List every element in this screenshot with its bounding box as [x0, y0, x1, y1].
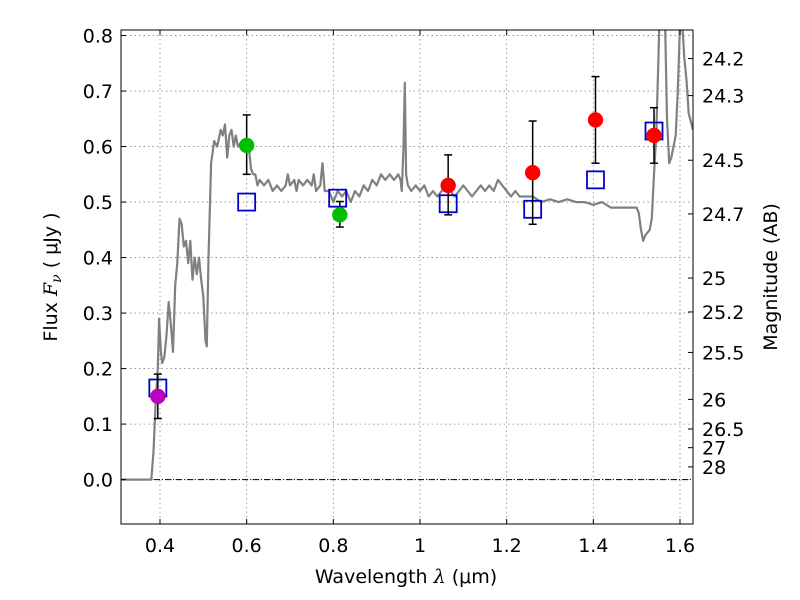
magnitude-tick-label: 24.2 [702, 49, 744, 71]
data-points [148, 75, 664, 420]
y-axis-label-unit: ( μJy ) [40, 212, 62, 274]
x-tick-label: 1 [414, 535, 426, 557]
y-tick-label: 0.5 [83, 192, 113, 214]
observed-flux-point [150, 388, 166, 405]
axis-ticks: 0.4 0.6 0.8 1 1.2 1.4 1.6 0.0 0.1 0.2 0.3 0.4 0.5 0.6… [83, 26, 745, 557]
x-tick-label: 1.4 [578, 535, 608, 557]
y-tick-label: 0.7 [83, 81, 113, 103]
observed-flux-point [238, 137, 255, 154]
y-tick-label: 0.3 [83, 303, 113, 325]
y-tick-label: 0.0 [83, 470, 113, 492]
x-tick-label: 1.6 [665, 535, 695, 557]
observed-flux-point [646, 127, 662, 144]
x-tick-label: 0.6 [232, 535, 262, 557]
magnitude-tick-label: 26.5 [702, 419, 744, 441]
y-axis-label: Flux Fν ( μJy ) [40, 212, 65, 341]
y-axis-label-subscript: ν [49, 274, 65, 283]
plot-area [121, 30, 693, 481]
y-axis-label-symbol: F [40, 282, 62, 297]
x-axis-label-prefix: Wavelength [315, 566, 434, 588]
magnitude-tick-label: 25.2 [702, 302, 744, 324]
magnitude-tick-label: 28 [702, 457, 726, 479]
observed-flux-point [440, 177, 456, 194]
x-axis-label: Wavelength λ (μm) [315, 566, 497, 588]
magnitude-tick-label: 24.5 [702, 150, 744, 172]
y-tick-label: 0.6 [83, 137, 113, 159]
x-axis-label-symbol: λ [433, 566, 446, 588]
model-spectrum-line [121, 30, 693, 481]
plot-frame [120, 29, 694, 525]
observed-flux-point [587, 112, 604, 128]
observed-flux-point [524, 164, 541, 181]
magnitude-tick-label: 27 [702, 438, 726, 460]
magnitude-tick-label: 24.3 [702, 86, 744, 108]
y-tick-label: 0.1 [83, 414, 113, 436]
x-tick-label: 1.2 [492, 535, 522, 557]
model-photometry-square [237, 192, 257, 212]
x-tick-label: 0.8 [318, 535, 348, 557]
y-tick-label: 0.2 [83, 359, 113, 381]
y-tick-label: 0.4 [83, 248, 113, 270]
x-tick-label: 0.4 [145, 535, 175, 557]
observed-flux-point [332, 207, 348, 223]
model-photometry-square [586, 170, 605, 190]
model-photometry-square [328, 188, 348, 208]
y-tick-label: 0.8 [83, 26, 113, 48]
series-layer [121, 30, 693, 481]
magnitude-tick-label: 25 [702, 268, 726, 290]
magnitude-tick-label: 26 [702, 389, 726, 411]
magnitude-tick-label: 24.7 [702, 204, 744, 226]
magnitude-tick-label: 25.5 [702, 342, 744, 364]
plot-background [121, 30, 693, 524]
x-axis-label-unit: (μm) [446, 566, 497, 588]
y2-axis-label: Magnitude (AB) [760, 203, 782, 351]
y-axis-label-prefix: Flux [40, 296, 62, 342]
